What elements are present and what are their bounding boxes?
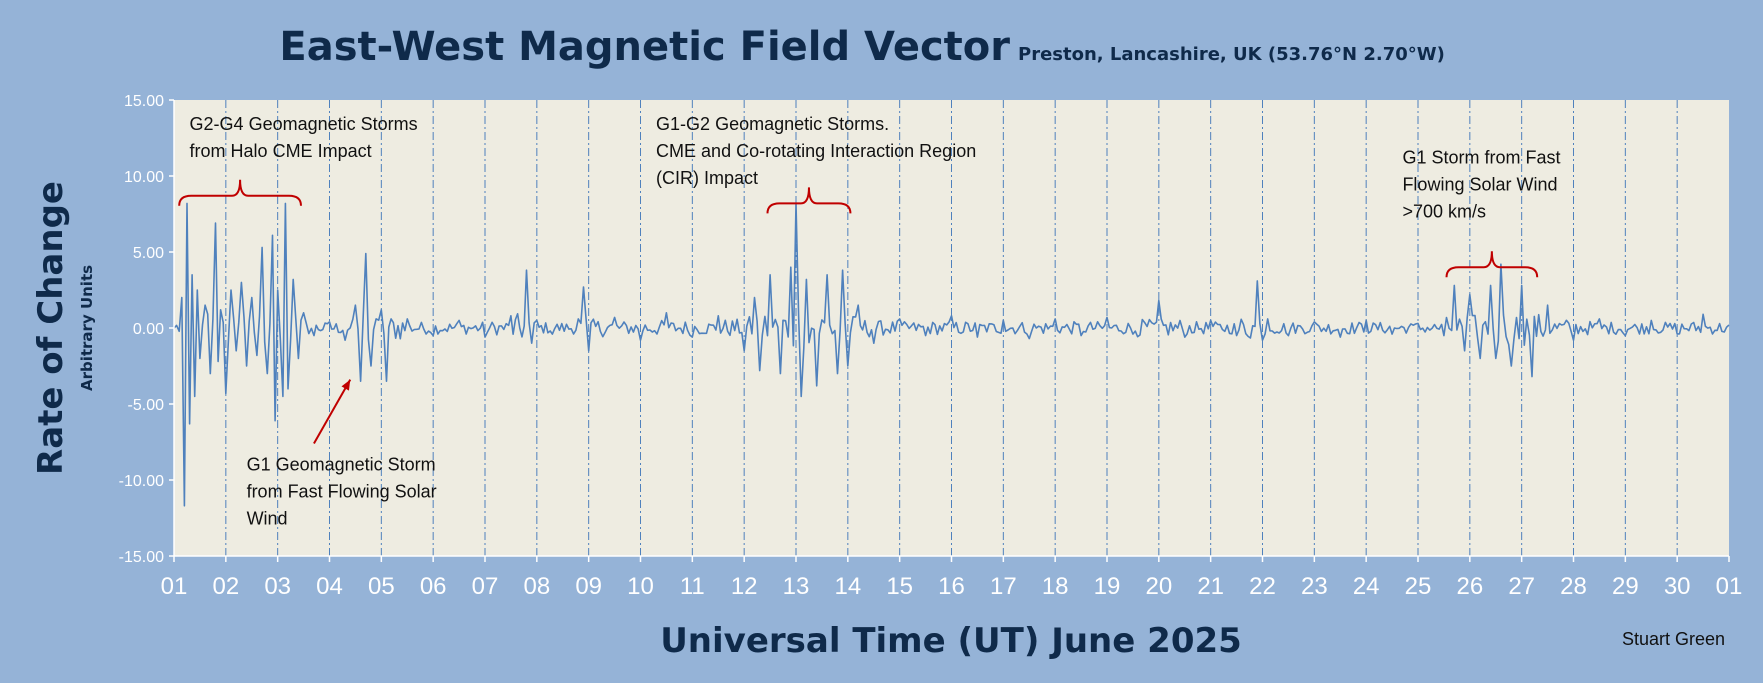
annotation-text: Wind xyxy=(247,509,288,529)
y-tick-labels: 15.00 10.00 5.00 0.00 -5.00 -10.00 -15.00 xyxy=(119,93,174,566)
x-tick-label: 09 xyxy=(575,573,602,600)
x-tick-label: 17 xyxy=(990,573,1017,600)
y-axis-units: Arbitrary Units xyxy=(78,265,96,391)
annotation-text: from Fast Flowing Solar xyxy=(247,482,437,502)
y-tick-label: 10.00 xyxy=(124,169,164,186)
x-tick-label: 20 xyxy=(1145,573,1172,600)
annotation-text: (CIR) Impact xyxy=(656,168,758,188)
gridlines xyxy=(225,100,1678,556)
x-tick-label: 26 xyxy=(1456,573,1483,600)
x-tick-label: 11 xyxy=(680,573,705,600)
x-tick-label: 02 xyxy=(212,573,239,600)
x-axis-label: Universal Time (UT) June 2025 xyxy=(660,621,1242,661)
annotation-arrowhead xyxy=(341,379,351,391)
annotation-brace xyxy=(1445,251,1539,278)
x-tick-label: 06 xyxy=(420,573,447,600)
annotation-text: Flowing Solar Wind xyxy=(1402,175,1557,195)
annotation-brace xyxy=(766,187,852,214)
annotation-text: G1-G2 Geomagnetic Storms. xyxy=(656,114,889,134)
series-line xyxy=(173,202,1730,507)
y-tick-label: -15.00 xyxy=(119,549,164,566)
x-tick-label: 04 xyxy=(316,573,343,600)
series-layer xyxy=(173,202,1730,507)
x-tick-label: 01 xyxy=(161,573,188,600)
x-tick-label: 01 xyxy=(1716,573,1743,600)
y-axis-label: Rate of Change xyxy=(31,181,71,475)
x-tick-label: 13 xyxy=(783,573,810,600)
y-tick-label: -10.00 xyxy=(119,473,164,490)
annotation-text: G1 Geomagnetic Storm xyxy=(247,455,436,475)
x-tick-label: 30 xyxy=(1664,573,1691,600)
annotation-text: from Halo CME Impact xyxy=(190,141,372,161)
x-tick-label: 27 xyxy=(1508,573,1535,600)
annotation-text: CME and Co-rotating Interaction Region xyxy=(656,141,976,161)
x-tick-label: 12 xyxy=(731,573,758,600)
x-tick-label: 07 xyxy=(472,573,499,600)
chart-title: East-West Magnetic Field Vector xyxy=(279,24,1010,70)
x-tick-label: 28 xyxy=(1560,573,1587,600)
annotation-brace xyxy=(178,179,302,206)
x-tick-label: 08 xyxy=(523,573,550,600)
x-tick-labels: 01 02 03 04 05 06 07 08 09 10 11 12 13 14 15 16 17 18 19 20… xyxy=(161,556,1743,600)
annotations: G2-G4 Geomagnetic Storms from Halo CME Im… xyxy=(178,114,1560,529)
x-tick-label: 22 xyxy=(1249,573,1276,600)
chart-subtitle: Preston, Lancashire, UK (53.76°N 2.70°W) xyxy=(1018,44,1445,65)
x-tick-label: 05 xyxy=(368,573,395,600)
x-tick-label: 24 xyxy=(1353,573,1380,600)
x-tick-label: 23 xyxy=(1301,573,1328,600)
annotation-text: G1 Storm from Fast xyxy=(1402,148,1560,168)
y-tick-label: -5.00 xyxy=(128,397,165,414)
y-tick-label: 0.00 xyxy=(133,321,164,338)
author-credit: Stuart Green xyxy=(1622,629,1725,649)
annotation-text: G2-G4 Geomagnetic Storms xyxy=(190,114,418,134)
x-tick-label: 14 xyxy=(834,573,861,600)
y-tick-label: 5.00 xyxy=(133,245,164,262)
x-tick-label: 16 xyxy=(938,573,965,600)
x-tick-label: 21 xyxy=(1197,573,1224,600)
x-tick-label: 10 xyxy=(627,573,654,600)
y-tick-label: 15.00 xyxy=(124,93,164,110)
x-tick-label: 15 xyxy=(886,573,913,600)
x-tick-label: 25 xyxy=(1405,573,1432,600)
annotation-arrow xyxy=(313,379,352,445)
x-tick-label: 03 xyxy=(264,573,291,600)
x-tick-label: 19 xyxy=(1094,573,1121,600)
annotation-text: >700 km/s xyxy=(1402,202,1486,222)
x-tick-label: 18 xyxy=(1042,573,1069,600)
x-tick-label: 29 xyxy=(1612,573,1639,600)
